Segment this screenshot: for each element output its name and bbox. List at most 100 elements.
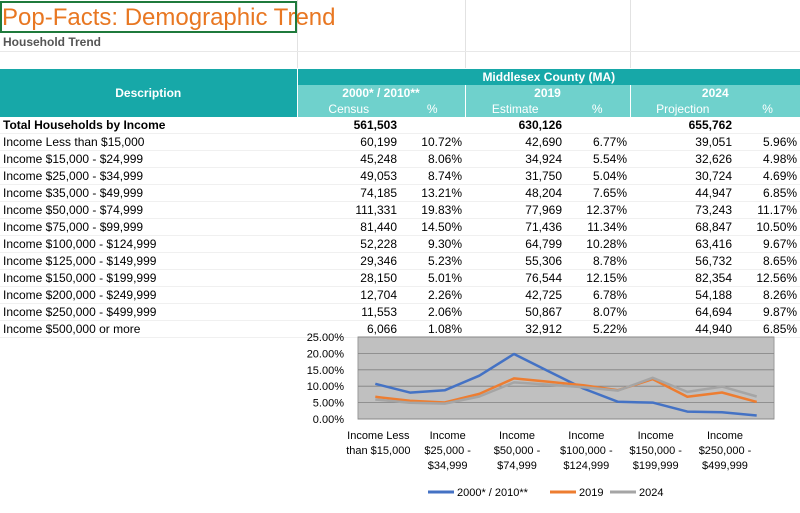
table-cell: 60,199	[297, 133, 400, 151]
table-cell: 10.28%	[565, 235, 630, 253]
table-cell: 64,799	[465, 235, 565, 253]
table-cell: 12.37%	[565, 201, 630, 219]
table-row: Income $35,000 - $49,999 74,185 13.21% 48,2…	[0, 184, 800, 202]
x-tick-label: $74,999	[497, 460, 537, 472]
table-cell: 82,354	[630, 269, 735, 287]
column-header: %	[735, 101, 800, 117]
table-cell: 8.74%	[400, 167, 465, 185]
x-tick-label: Income	[430, 430, 466, 442]
grid-line	[630, 0, 631, 68]
column-header: %	[565, 101, 630, 117]
table-cell: 64,694	[630, 303, 735, 321]
legend-label: 2024	[639, 487, 663, 499]
table-cell: 28,150	[297, 269, 400, 287]
column-header: Projection	[629, 101, 735, 117]
selected-cell[interactable]	[0, 1, 297, 33]
y-tick-label: 5.00%	[313, 398, 344, 410]
table-cell: 4.69%	[735, 167, 800, 185]
row-label: Income $125,000 - $149,999	[0, 252, 297, 270]
column-header: Estimate	[464, 101, 565, 117]
table-cell: 71,436	[465, 218, 565, 236]
grid-line	[0, 51, 800, 52]
period-header: 2000* / 2010**	[296, 85, 465, 101]
row-label: Income $250,000 - $499,999	[0, 303, 297, 321]
x-tick-label: Income	[499, 430, 535, 442]
table-row: Income $150,000 - $199,999 28,150 5.01% 76,…	[0, 269, 800, 287]
table-cell: 12.15%	[565, 269, 630, 287]
y-tick-label: 15.00%	[307, 365, 345, 377]
x-tick-label: $124,999	[563, 460, 609, 472]
table-cell: 56,732	[630, 252, 735, 270]
row-label: Income $150,000 - $199,999	[0, 269, 297, 287]
table-cell: 561,503	[297, 117, 400, 134]
table-row: Total Households by Income 561,503 630,126…	[0, 117, 800, 134]
x-tick-label: Income	[568, 430, 604, 442]
legend-label: 2000* / 2010**	[457, 487, 529, 499]
description-header: Description	[0, 69, 297, 117]
table-cell: 81,440	[297, 218, 400, 236]
table-cell: 11.34%	[565, 218, 630, 236]
row-label: Income $15,000 - $24,999	[0, 150, 297, 168]
region-header: Middlesex County (MA)	[296, 69, 800, 85]
x-tick-label: $199,999	[633, 460, 679, 472]
x-tick-label: than $15,000	[346, 445, 410, 457]
table-cell: 8.65%	[735, 252, 800, 270]
table-cell: 5.23%	[400, 252, 465, 270]
column-header: %	[400, 101, 465, 117]
page-subtitle: Household Trend	[3, 35, 102, 49]
page-title: Pop-Facts: Demographic Trend	[2, 4, 336, 31]
row-label: Income $35,000 - $49,999	[0, 184, 297, 202]
table-row: Income $75,000 - $99,999 81,440 14.50% 71,4…	[0, 218, 800, 236]
table-row: Income $500,000 or more 6,066 1.08% 32,912 5…	[0, 320, 800, 338]
table-cell: 42,690	[465, 133, 565, 151]
table-cell: 77,969	[465, 201, 565, 219]
table-cell: 73,243	[630, 201, 735, 219]
plot-area	[357, 336, 775, 420]
legend-label: 2019	[579, 487, 603, 499]
table-cell: 9.87%	[735, 303, 800, 321]
series-line-0	[374, 352, 757, 417]
table-cell: 34,924	[465, 150, 565, 168]
table-cell: 8.07%	[565, 303, 630, 321]
row-label: Income $500,000 or more	[0, 320, 297, 338]
table-cell: 29,346	[297, 252, 400, 270]
table-cell: 54,188	[630, 286, 735, 304]
series-line-2	[375, 376, 758, 405]
table-cell: 1.08%	[400, 320, 465, 338]
x-tick-label: $100,000 -	[560, 445, 613, 457]
table-cell: 5.01%	[400, 269, 465, 287]
table-cell: 8.78%	[565, 252, 630, 270]
row-label: Total Households by Income	[0, 117, 297, 134]
table-cell: 11.17%	[735, 201, 800, 219]
table-cell: 11,553	[297, 303, 400, 321]
table-cell: 655,762	[630, 117, 735, 134]
table-cell: 45,248	[297, 150, 400, 168]
table-cell: 6,066	[297, 320, 400, 338]
table-cell: 111,331	[297, 201, 400, 219]
table-cell: 2.06%	[400, 303, 465, 321]
table-cell: 42,725	[465, 286, 565, 304]
grid-line	[297, 0, 298, 68]
grid-line	[465, 0, 466, 68]
period-header: 2019	[464, 85, 630, 101]
table-cell: 6.78%	[565, 286, 630, 304]
row-label: Income $100,000 - $124,999	[0, 235, 297, 253]
x-tick-label: Income	[638, 430, 674, 442]
table-row: Income $25,000 - $34,999 49,053 8.74% 31,75…	[0, 167, 800, 185]
table-cell: 5.54%	[565, 150, 630, 168]
table-cell	[400, 117, 465, 134]
table-cell: 8.06%	[400, 150, 465, 168]
table-cell: 68,847	[630, 218, 735, 236]
table-cell: 8.26%	[735, 286, 800, 304]
table-cell: 7.65%	[565, 184, 630, 202]
table-cell: 39,051	[630, 133, 735, 151]
row-label: Income $200,000 - $249,999	[0, 286, 297, 304]
x-tick-label: $499,999	[702, 460, 748, 472]
period-header: 2024	[629, 85, 800, 101]
x-tick-label: $250,000 -	[699, 445, 752, 457]
table-cell: 12.56%	[735, 269, 800, 287]
x-tick-label: $34,999	[428, 460, 468, 472]
table-cell: 55,306	[465, 252, 565, 270]
table-cell: 30,724	[630, 167, 735, 185]
table-cell: 14.50%	[400, 218, 465, 236]
